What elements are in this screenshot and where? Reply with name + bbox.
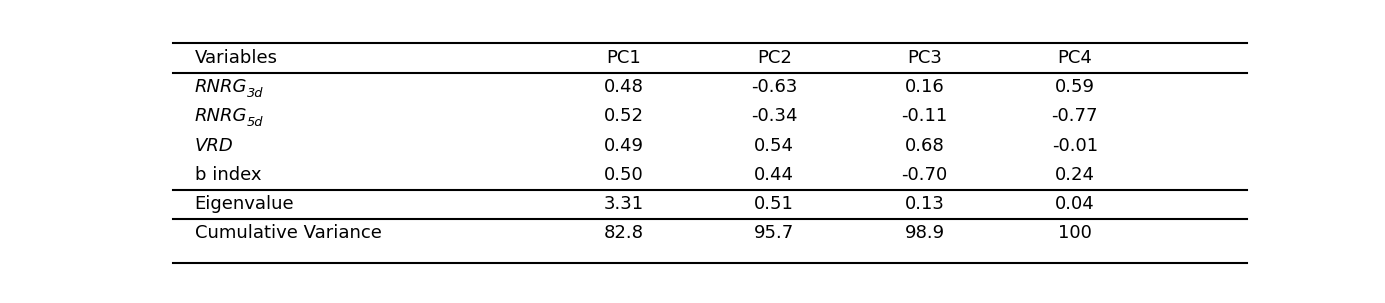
Text: 0.44: 0.44	[755, 166, 794, 184]
Text: -0.77: -0.77	[1051, 108, 1098, 125]
Text: Cumulative Variance: Cumulative Variance	[194, 225, 381, 242]
Text: Variables: Variables	[194, 49, 277, 67]
Text: 98.9: 98.9	[904, 225, 945, 242]
Text: 0.48: 0.48	[604, 78, 644, 96]
Text: b index: b index	[194, 166, 262, 184]
Text: PC3: PC3	[907, 49, 942, 67]
Text: Eigenvalue: Eigenvalue	[194, 195, 294, 213]
Text: -0.34: -0.34	[751, 108, 798, 125]
Text: -0.63: -0.63	[751, 78, 798, 96]
Text: 0.13: 0.13	[904, 195, 945, 213]
Text: RNRG: RNRG	[194, 78, 247, 96]
Text: 82.8: 82.8	[604, 225, 644, 242]
Text: 0.59: 0.59	[1055, 78, 1094, 96]
Text: 0.49: 0.49	[604, 137, 644, 155]
Text: 0.52: 0.52	[604, 108, 644, 125]
Text: -0.01: -0.01	[1051, 137, 1098, 155]
Text: 5d: 5d	[247, 116, 263, 129]
Text: 0.51: 0.51	[755, 195, 794, 213]
Text: 0.16: 0.16	[904, 78, 945, 96]
Text: -0.70: -0.70	[902, 166, 947, 184]
Text: 0.54: 0.54	[755, 137, 794, 155]
Text: 0.24: 0.24	[1055, 166, 1094, 184]
Text: 100: 100	[1058, 225, 1091, 242]
Text: 0.04: 0.04	[1055, 195, 1094, 213]
Text: 0.68: 0.68	[904, 137, 945, 155]
Text: PC2: PC2	[756, 49, 792, 67]
Text: PC4: PC4	[1057, 49, 1093, 67]
Text: 95.7: 95.7	[753, 225, 795, 242]
Text: PC1: PC1	[607, 49, 641, 67]
Text: -0.11: -0.11	[902, 108, 947, 125]
Text: 3d: 3d	[247, 87, 263, 100]
Text: 0.50: 0.50	[604, 166, 644, 184]
Text: 3.31: 3.31	[604, 195, 644, 213]
Text: RNRG: RNRG	[194, 108, 247, 125]
Text: VRD: VRD	[194, 137, 233, 155]
